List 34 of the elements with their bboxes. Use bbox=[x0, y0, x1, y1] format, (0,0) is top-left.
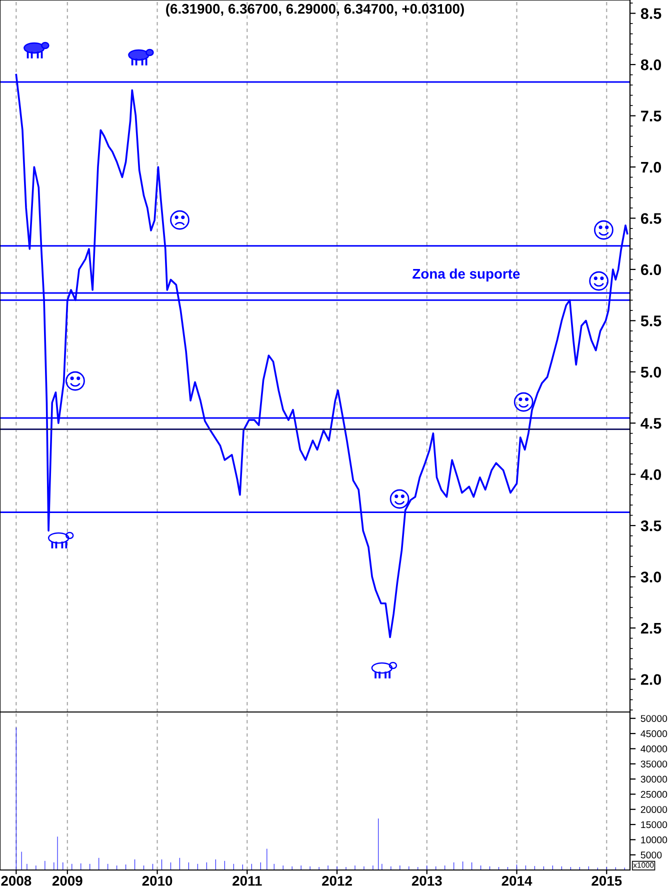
y-tick-label: 30000 bbox=[640, 776, 668, 783]
y-tick-label: 4.5 bbox=[640, 418, 662, 429]
y-tick-label: 8.5 bbox=[640, 8, 662, 20]
y-tick-label: 35000 bbox=[640, 760, 668, 768]
x-tick-label: 2012 bbox=[322, 876, 352, 886]
x-tick-label: 2013 bbox=[412, 876, 442, 886]
y-tick-label: 6.0 bbox=[640, 264, 662, 276]
y-tick-label: 7.5 bbox=[641, 110, 662, 122]
y-tick-label: 4.0 bbox=[640, 469, 662, 480]
x-tick-label: 2014 bbox=[502, 876, 532, 886]
y-tick-label: 6.5 bbox=[640, 213, 662, 224]
x-tick-label: 2015 bbox=[592, 876, 622, 886]
y-tick-label: 2.5 bbox=[640, 622, 662, 634]
chart-title: (6.31900, 6.36700, 6.29000, 6.34700, +0.03100) bbox=[166, 4, 464, 17]
y-tick-label: 8.0 bbox=[640, 59, 662, 70]
annotation: Zona de suporte bbox=[412, 268, 520, 282]
y-tick-label: 15000 bbox=[641, 821, 668, 828]
x-tick-label: 2011 bbox=[232, 876, 262, 886]
y-tick-label: 5000 bbox=[640, 852, 662, 858]
y-tick-label: 10000 bbox=[641, 836, 668, 844]
y-tick-label: 3.0 bbox=[640, 572, 662, 582]
y-tick-label: 50000 bbox=[640, 715, 668, 722]
y-tick-label: 5.0 bbox=[640, 366, 662, 378]
x-tick-label: 2009 bbox=[52, 876, 82, 886]
y-tick-label: 20000 bbox=[640, 806, 668, 813]
y-tick-label: 3.5 bbox=[640, 520, 662, 532]
y-tick-label: 25000 bbox=[640, 790, 668, 798]
y-tick-label: 45000 bbox=[640, 730, 668, 738]
y-tick-label: 5.5 bbox=[640, 316, 662, 326]
x-tick-label: 2010 bbox=[142, 876, 172, 886]
y-tick-label: 2.0 bbox=[640, 674, 662, 685]
y-tick-label: 40000 bbox=[640, 745, 668, 752]
y-tick-label: 7.0 bbox=[641, 162, 662, 173]
x-tick-label: 2008 bbox=[1, 876, 32, 886]
